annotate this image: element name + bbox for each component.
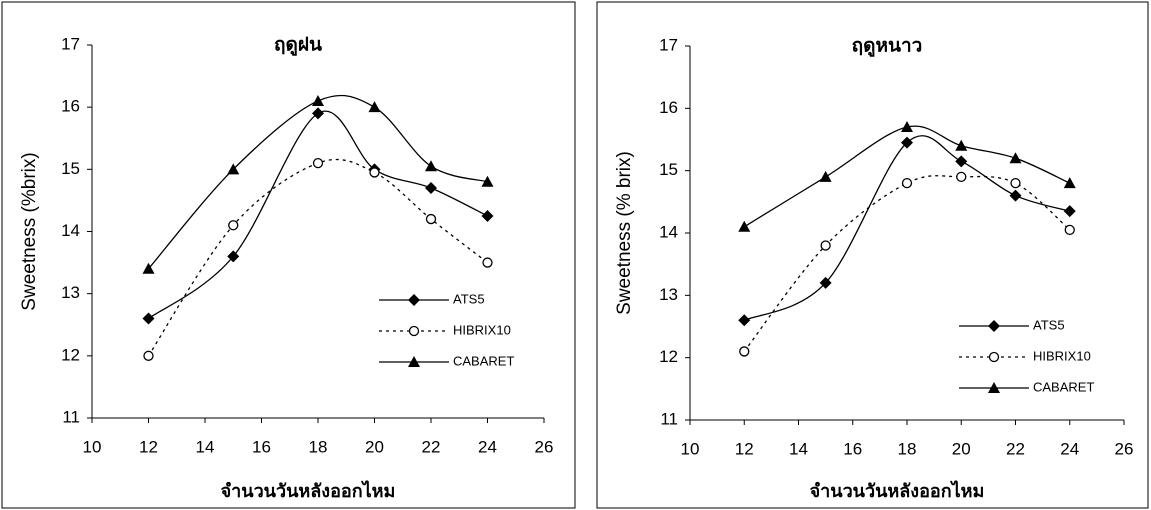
marker [142,312,155,325]
marker [1009,152,1022,164]
marker [481,209,494,222]
marker [1064,224,1075,236]
marker [1063,177,1076,189]
y-tick-label: 13 [659,285,678,304]
marker [901,121,913,133]
marker [1009,189,1022,202]
x-tick-label: 16 [252,437,271,456]
x-tick-label: 26 [535,437,554,456]
marker [819,276,832,289]
y-tick-label: 16 [659,98,678,117]
legend-marker [988,382,1000,393]
panel-frame [596,1,1149,509]
x-tick-label: 18 [898,439,917,458]
marker [143,350,154,361]
legend-label: HIBRIX10 [453,322,511,337]
marker [819,170,832,182]
y-tick-label: 17 [659,35,678,54]
y-tick-label: 11 [660,409,678,428]
x-tick-label: 14 [196,437,215,456]
series-line [743,135,1070,321]
series-line [148,94,488,270]
x-tick-label: 22 [422,437,441,456]
marker [739,346,750,357]
x-tick-label: 20 [365,437,384,456]
y-tick-label: 11 [62,407,80,426]
y-tick-label: 12 [61,345,80,364]
marker [738,220,751,232]
y-tick-label: 16 [61,97,80,116]
x-tick-label: 14 [789,439,808,458]
chart-title: ฤดูหนาว [852,35,923,58]
marker [312,107,324,120]
marker [481,175,494,187]
marker [901,177,913,189]
y-axis-label: Sweetness (%brix) [19,152,40,310]
x-axis-label: จำนวนวันหลังออกไหม [810,480,985,502]
x-tick-label: 16 [843,439,862,458]
x-tick-label: 18 [309,437,328,456]
legend-marker [988,351,1000,363]
marker [368,101,381,113]
legend-marker [988,320,1000,332]
y-tick-label: 14 [61,221,80,240]
x-tick-label: 12 [735,439,754,458]
marker [228,220,239,231]
y-tick-label: 12 [659,347,678,366]
marker [425,160,437,172]
marker [956,171,967,183]
legend-marker [408,294,420,306]
legend-marker [408,356,420,367]
marker [482,257,493,268]
y-tick-label: 15 [61,159,80,178]
marker [227,163,240,175]
x-tick-label: 26 [1115,439,1134,458]
x-axis-label: จำนวนวันหลังออกไหม [221,480,396,502]
marker [369,167,380,178]
y-tick-label: 13 [61,283,80,302]
marker [1010,177,1021,189]
y-tick-label: 14 [659,222,678,241]
marker [312,94,324,106]
chart-panel: 11 12 13 14 15 16 17 10 12 14 16 18 20 22 24 26 ฤดูฝนจำน… [1,1,576,509]
x-tick-label: 24 [1060,439,1079,458]
legend-label: ATS5 [453,291,485,306]
legend-label: HIBRIX10 [1033,348,1091,363]
x-tick-label: 20 [952,439,971,458]
marker [425,213,437,225]
marker [312,157,324,169]
x-tick-label: 10 [681,439,700,458]
y-axis-label: Sweetness (% brix) [614,151,635,315]
marker [738,314,751,327]
x-tick-label: 22 [1006,439,1025,458]
y-tick-label: 17 [61,34,80,53]
marker [901,136,913,149]
series-line [148,110,488,320]
series-line [147,158,488,357]
chart-title: ฤดูฝน [274,34,322,57]
y-tick-label: 15 [659,160,678,179]
marker [227,250,240,263]
legend-label: ATS5 [1033,317,1065,332]
x-tick-label: 12 [139,437,158,456]
panel-frame [1,1,576,509]
marker [955,139,968,151]
legend-marker [408,325,420,337]
marker [820,240,831,251]
x-tick-label: 24 [478,437,497,456]
marker [142,262,155,274]
chart-panel: 11 12 13 14 15 16 17 10 12 14 16 18 20 22 24 26 ฤดูหนาวจ… [596,1,1149,509]
marker [1063,205,1076,218]
series-line [743,175,1071,352]
marker [955,155,968,168]
legend-label: CABARET [453,353,514,368]
x-tick-label: 10 [83,437,102,456]
marker [425,181,437,194]
legend-label: CABARET [1033,379,1094,394]
